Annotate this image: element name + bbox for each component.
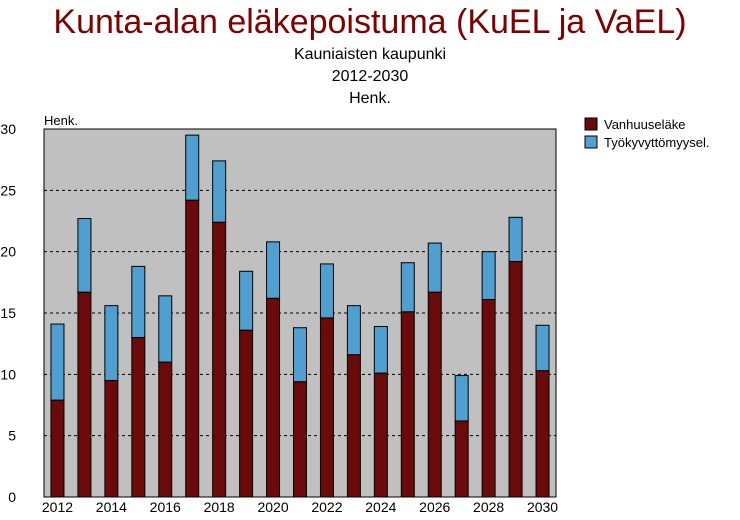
- y-tick-label-15: 15: [0, 305, 16, 321]
- bar-2025-vanhuuselake: [400, 311, 415, 498]
- bar-2026-tyokyvyttomyysel: [427, 242, 442, 293]
- bar-2022-vanhuuselake: [319, 317, 334, 498]
- x-tick-label-2014: 2014: [96, 499, 127, 515]
- bar-2030-vanhuuselake: [535, 370, 550, 498]
- bar-2017-vanhuuselake: [185, 199, 200, 498]
- bar-2028-vanhuuselake: [481, 299, 496, 498]
- bar-2016-vanhuuselake: [158, 361, 173, 498]
- chart-subtitle-unit: Henk.: [349, 90, 391, 107]
- bar-2020-vanhuuselake: [266, 297, 281, 498]
- chart-subtitle-period: 2012-2030: [332, 68, 409, 85]
- legend-swatch-tyokyvyttomyysel: [584, 135, 598, 149]
- x-axis: 2012 2014 2016 2018 2020 2022 2024 2026 2028 2030: [42, 499, 558, 515]
- legend-swatch-vanhuuselake: [584, 117, 598, 131]
- x-tick-label-2028: 2028: [473, 499, 504, 515]
- bar-2019-tyokyvyttomyysel: [239, 270, 254, 331]
- legend-label-vanhuuselake: Vanhuuseläke: [604, 117, 685, 132]
- x-tick-label-2018: 2018: [204, 499, 235, 515]
- bar-2026-vanhuuselake: [427, 291, 442, 498]
- bar-2029-vanhuuselake: [508, 260, 523, 498]
- bar-2013-tyokyvyttomyysel: [77, 218, 92, 293]
- x-tick-label-2030: 2030: [527, 499, 558, 515]
- bar-2016-tyokyvyttomyysel: [158, 295, 173, 363]
- bar-2018-vanhuuselake: [212, 221, 227, 498]
- bar-2027-tyokyvyttomyysel: [454, 375, 469, 422]
- bar-2012-tyokyvyttomyysel: [50, 323, 65, 401]
- bar-2023-vanhuuselake: [346, 354, 361, 498]
- bar-2024-tyokyvyttomyysel: [373, 325, 388, 374]
- y-axis-unit-label: Henk.: [44, 113, 78, 128]
- x-tick-label-2016: 2016: [150, 499, 181, 515]
- bar-2019-vanhuuselake: [239, 329, 254, 498]
- y-tick-label-20: 20: [0, 244, 16, 260]
- y-tick-label-10: 10: [0, 366, 16, 382]
- bar-2017-tyokyvyttomyysel: [185, 134, 200, 201]
- y-tick-label-30: 30: [0, 121, 16, 137]
- bar-2021-vanhuuselake: [293, 381, 307, 498]
- bar-2013-vanhuuselake: [77, 291, 92, 498]
- bar-2025-tyokyvyttomyysel: [400, 262, 415, 313]
- bar-2030-tyokyvyttomyysel: [535, 324, 550, 372]
- chart-title: Kunta-alan eläkepoistuma (KuEL ja VaEL): [53, 3, 686, 41]
- chart-subtitle-organization: Kauniaisten kaupunki: [294, 46, 446, 63]
- bar-2024-vanhuuselake: [373, 372, 388, 498]
- y-axis: 0 5 10 15 20 25 30: [0, 121, 16, 505]
- x-tick-label-2020: 2020: [257, 499, 288, 515]
- grid-lines: [44, 189, 556, 437]
- bar-2020-tyokyvyttomyysel: [266, 241, 281, 299]
- y-tick-label-25: 25: [0, 182, 16, 198]
- bar-2015-vanhuuselake: [131, 337, 146, 498]
- bar-2023-tyokyvyttomyysel: [346, 305, 361, 356]
- legend-label-tyokyvyttomyysel: Työkyvyttömyysel.: [604, 135, 709, 150]
- x-tick-label-2026: 2026: [419, 499, 450, 515]
- bar-2022-tyokyvyttomyysel: [319, 263, 334, 319]
- plot-border: [43, 128, 557, 498]
- y-tick-label-5: 5: [8, 428, 16, 444]
- bar-2014-tyokyvyttomyysel: [104, 305, 119, 381]
- bar-2015-tyokyvyttomyysel: [131, 265, 146, 339]
- bar-2029-tyokyvyttomyysel: [508, 216, 523, 262]
- legend: Vanhuuseläke Työkyvyttömyysel.: [584, 117, 709, 150]
- x-tick-label-2022: 2022: [311, 499, 342, 515]
- bar-2021-tyokyvyttomyysel: [293, 327, 307, 383]
- bar-2012-vanhuuselake: [50, 399, 65, 498]
- bar-2018-tyokyvyttomyysel: [212, 160, 227, 223]
- bar-2028-tyokyvyttomyysel: [481, 251, 496, 301]
- x-tick-label-2012: 2012: [42, 499, 73, 515]
- x-tick-label-2024: 2024: [365, 499, 396, 515]
- bar-2014-vanhuuselake: [104, 379, 119, 498]
- y-tick-label-0: 0: [8, 489, 16, 505]
- bars: [50, 134, 550, 498]
- bar-2027-vanhuuselake: [454, 420, 469, 498]
